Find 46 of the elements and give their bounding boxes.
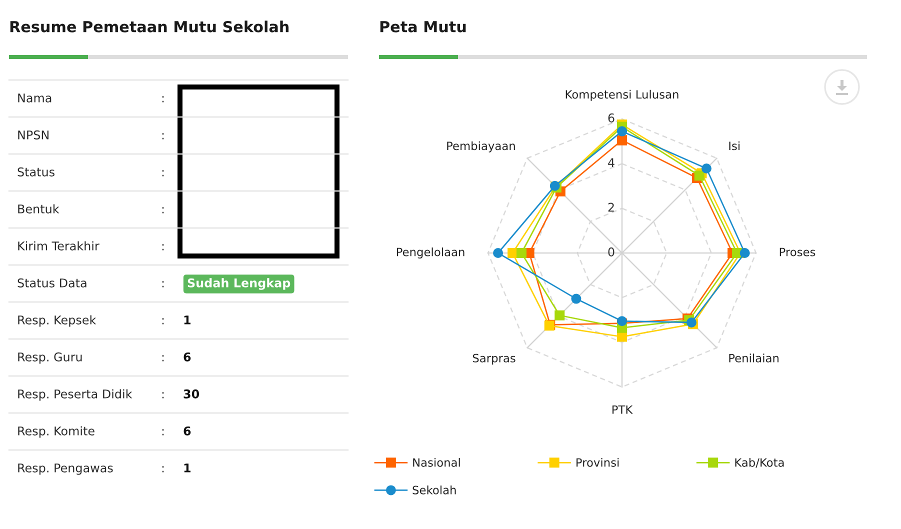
spoke-label: Proses <box>780 248 816 256</box>
spoke-label: PTK <box>612 405 633 414</box>
chart-title: Peta Mutu <box>380 21 466 32</box>
legend-label: Sekolah <box>412 486 456 494</box>
category-label: Status <box>18 167 54 176</box>
spoke-label: Penilaian <box>729 354 779 362</box>
category-label: Kirim Terakhir <box>18 241 100 250</box>
category-label: Status Data <box>18 278 86 288</box>
y-tick-label: 2 <box>608 202 614 212</box>
text: 30 <box>184 389 200 398</box>
text: Resume Pemetaan Mutu Sekolah <box>10 20 289 32</box>
y-tick-label: 4 <box>608 158 614 167</box>
spoke-label: Isi <box>729 141 740 150</box>
legend-label: Provinsi <box>576 458 619 467</box>
text: : <box>162 466 164 472</box>
text: 1 <box>184 464 190 472</box>
text: : <box>162 207 164 214</box>
category-label: Resp. Kepsek <box>18 315 96 327</box>
text: : <box>162 429 164 436</box>
text: : <box>162 96 164 102</box>
text: : <box>162 133 164 140</box>
y-tick-label: 6 <box>608 113 614 122</box>
category-label: Resp. Guru <box>18 352 82 364</box>
text: : <box>162 244 164 250</box>
category-label: NPSN <box>18 130 48 140</box>
text: : <box>162 318 164 324</box>
category-label: Nama <box>18 94 52 102</box>
category-label: Resp. Pengawas <box>18 464 113 475</box>
text: : <box>162 392 164 398</box>
text: : <box>162 170 164 176</box>
text: 6 <box>184 426 191 436</box>
spoke-label: Pengelolaan <box>396 247 464 259</box>
spoke-label: Kompetensi Lulusan <box>566 90 678 101</box>
spoke-label: Sarpras <box>472 354 516 365</box>
spoke-label: Pembiayaan <box>447 141 515 152</box>
text: Sudah Lengkap <box>188 278 290 290</box>
legend-label: Kab/Kota <box>735 458 784 468</box>
legend-label: Nasional <box>413 458 460 467</box>
category-label: Bentuk <box>18 204 60 214</box>
y-tick-label: 0 <box>608 247 614 256</box>
category-label: Resp. Peserta Didik <box>18 389 132 401</box>
text: : <box>162 355 164 362</box>
text: 1 <box>184 316 190 324</box>
category-label: Resp. Komite <box>18 426 94 438</box>
text: : <box>162 281 164 288</box>
text: 6 <box>184 352 191 362</box>
